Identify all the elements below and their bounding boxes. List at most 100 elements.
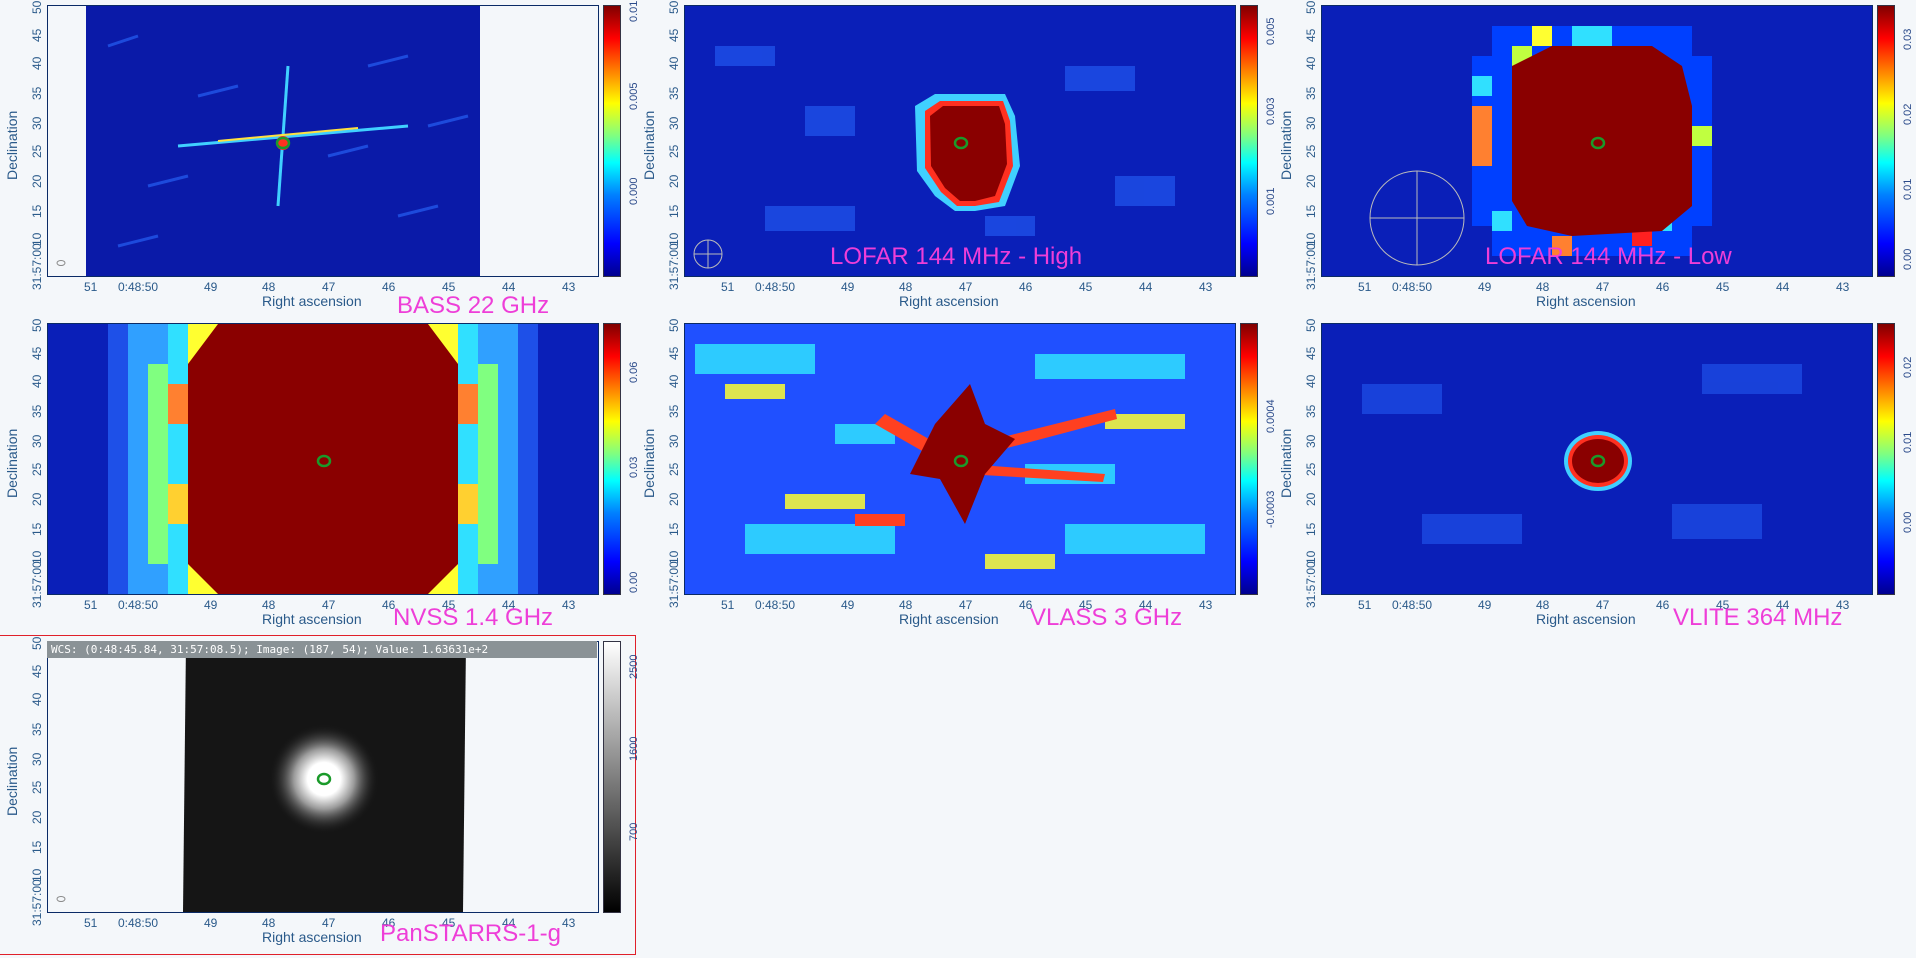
x-tick-label: 51 [721,598,735,612]
y-tick-label: 45 [30,28,44,42]
panel-vlass[interactable]: -0.0003 0.0004 51 0:48:50 49 48 47 46 45 44 43 31… [637,318,1277,636]
y-tick-label: 45 [667,346,681,360]
x-tick-label: 47 [322,280,336,294]
y-tick-label: 50 [1304,318,1318,332]
x-tick-label: 0:48:50 [118,916,159,930]
x-tick-label: 43 [1836,598,1850,612]
y-tick-label: 31:57:00 [30,879,44,926]
colorbar [603,5,621,277]
x-tick-label: 49 [204,916,218,930]
panel-lofar-low[interactable]: 0.00 0.01 0.02 0.03 51 0:48:50 49 48 47 46 45 4… [1274,0,1914,318]
x-axis-label: Right ascension [899,293,999,309]
y-tick-label: 35 [1304,86,1318,100]
y-tick-label: 45 [30,346,44,360]
panel-lofar-high[interactable]: 0.001 0.003 0.005 51 0:48:50 49 48 47 46 45 44 4… [637,0,1277,318]
y-tick-label: 50 [667,0,681,14]
colorbar-tick: 0.03 [1902,28,1914,50]
x-tick-label: 45 [1716,598,1730,612]
y-tick-label: 31:57:00 [667,243,681,290]
x-tick-label: 51 [84,916,98,930]
y-tick-label: 25 [1304,144,1318,158]
y-tick-label: 40 [30,374,44,388]
y-axis-label: Declination [4,746,20,816]
x-tick-label: 49 [204,598,218,612]
x-tick-label: 46 [1019,598,1033,612]
panel-nvss[interactable]: 0.00 0.03 0.06 51 0:48:50 49 48 47 46 45 44 43 31… [0,318,640,636]
x-tick-label: 44 [1776,598,1790,612]
colorbar [603,641,621,913]
colorbar-tick: 1600 [628,736,640,761]
y-tick-label: 25 [667,144,681,158]
y-tick-label: 25 [30,144,44,158]
x-tick-label: 0:48:50 [118,598,159,612]
x-tick-label: 44 [1776,280,1790,294]
y-tick-label: 25 [30,462,44,476]
x-axis-label: Right ascension [899,611,999,627]
y-tick-label: 45 [1304,346,1318,360]
image-plot[interactable] [1321,5,1873,277]
y-tick-label: 40 [30,692,44,706]
colorbar [1240,323,1258,595]
colorbar-tick: 0.00 [1902,511,1914,533]
y-tick-label: 50 [667,318,681,332]
y-tick-label: 25 [667,462,681,476]
x-tick-label: 45 [1079,598,1093,612]
x-tick-label: 51 [721,280,735,294]
image-plot[interactable] [684,323,1236,595]
y-tick-label: 40 [667,56,681,70]
y-tick-label: 31:57:00 [30,561,44,608]
y-tick-label: 30 [667,434,681,448]
y-tick-label: 10 [1304,232,1318,246]
panel-panstarrs[interactable]: WCS: (0:48:45.84, 31:57:08.5); Image: (1… [0,635,640,955]
x-tick-label: 44 [1139,598,1153,612]
image-plot[interactable] [47,323,599,595]
y-tick-label: 15 [1304,522,1318,536]
survey-label: VLITE 364 MHz [1673,604,1843,631]
y-tick-label: 31:57:00 [30,243,44,290]
y-tick-label: 10 [667,550,681,564]
y-tick-label: 30 [1304,116,1318,130]
y-tick-label: 15 [30,840,44,854]
y-tick-label: 30 [30,434,44,448]
y-tick-label: 25 [1304,462,1318,476]
x-tick-label: 51 [1358,598,1372,612]
x-tick-label: 48 [262,916,276,930]
y-tick-label: 35 [30,86,44,100]
survey-label: VLASS 3 GHz [1030,604,1183,631]
image-plot[interactable] [1321,323,1873,595]
panel-vlite[interactable]: 0.00 0.01 0.02 51 0:48:50 49 48 47 46 45 44 43 31… [1274,318,1914,636]
y-tick-label: 45 [1304,28,1318,42]
x-tick-label: 44 [1139,280,1153,294]
x-tick-label: 0:48:50 [755,280,796,294]
panel-bass[interactable]: 0.000 0.005 0.01 51 0:48:50 49 48 47 46 45 44 43… [0,0,640,318]
image-plot[interactable] [47,641,599,913]
x-tick-label: 48 [899,598,913,612]
y-tick-label: 45 [667,28,681,42]
x-tick-label: 43 [562,598,576,612]
x-tick-label: 49 [1478,280,1492,294]
y-tick-label: 10 [30,868,44,882]
x-tick-label: 44 [502,916,516,930]
image-plot[interactable] [47,5,599,277]
y-axis-label: Declination [4,110,20,180]
image-plot[interactable] [684,5,1236,277]
y-tick-label: 10 [30,550,44,564]
x-tick-label: 48 [1536,598,1550,612]
x-axis-label: Right ascension [262,293,362,309]
x-tick-label: 47 [1596,280,1610,294]
colorbar-tick: 0.01 [1902,178,1914,200]
y-tick-label: 15 [1304,204,1318,218]
x-tick-label: 46 [382,916,396,930]
x-tick-label: 49 [841,598,855,612]
y-tick-label: 20 [1304,174,1318,188]
x-tick-label: 48 [262,280,276,294]
x-tick-label: 46 [1656,598,1670,612]
colorbar-tick: 700 [628,822,640,841]
survey-label: PanSTARRS-1-g [380,920,561,947]
y-tick-label: 20 [667,174,681,188]
colorbar [1877,5,1895,277]
y-tick-label: 50 [30,318,44,332]
x-tick-label: 0:48:50 [1392,280,1433,294]
x-axis-label: Right ascension [1536,611,1636,627]
x-axis-label: Right ascension [262,929,362,945]
